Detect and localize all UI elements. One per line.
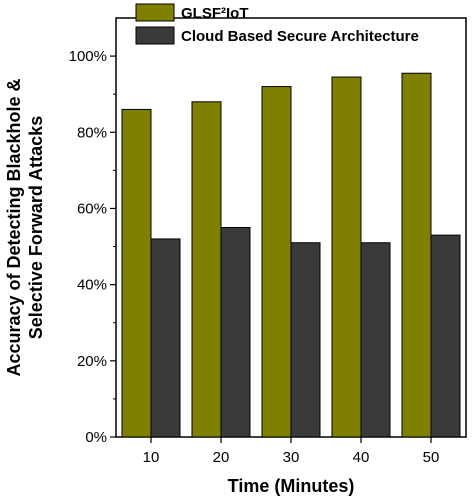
bar-glsf2iot-20 (191, 101, 222, 438)
y-axis-title: Accuracy of Detecting Blackhole & Select… (4, 78, 46, 376)
y-tick-label: 20% (77, 353, 107, 370)
legend: GLSF²IoT Cloud Based Secure Architecture (135, 3, 419, 45)
legend-label-cloud-based: Cloud Based Secure Architecture (181, 28, 419, 45)
bar-glsf2iot-10 (121, 108, 152, 438)
bar-glsf2iot-30 (261, 86, 292, 438)
x-tick-label: 10 (143, 449, 160, 466)
legend-swatch-cloud-based (135, 26, 175, 45)
x-tick-label: 50 (423, 449, 440, 466)
y-axis-title-line-2: Selective Forward Attacks (26, 116, 46, 339)
x-tick-label: 20 (213, 449, 230, 466)
legend-label-glsf2iot: GLSF²IoT (181, 5, 249, 22)
bar-cloud-based-10 (150, 238, 181, 438)
y-tick-label: 40% (77, 277, 107, 294)
x-axis-title: Time (Minutes) (228, 476, 355, 496)
y-tick-label: 80% (77, 124, 107, 141)
bar-glsf2iot-50 (401, 72, 432, 438)
bar-cloud-based-50 (430, 234, 461, 438)
y-tick-label: 100% (69, 48, 107, 65)
y-axis: 0% 20% 40% 60% 80% 100% (69, 48, 116, 446)
y-axis-title-line-1: Accuracy of Detecting Blackhole & (4, 78, 24, 376)
x-tick-label: 40 (353, 449, 370, 466)
bar-cloud-based-30 (290, 242, 321, 438)
y-tick-label: 0% (85, 429, 107, 446)
bars-layer (121, 72, 461, 438)
bar-glsf2iot-40 (331, 76, 362, 438)
bar-cloud-based-40 (360, 242, 391, 438)
legend-swatch-glsf2iot (135, 3, 175, 22)
x-tick-label: 30 (283, 449, 300, 466)
x-axis: 10 20 30 40 50 (143, 437, 440, 466)
y-tick-label: 60% (77, 200, 107, 217)
bar-cloud-based-20 (220, 227, 251, 438)
